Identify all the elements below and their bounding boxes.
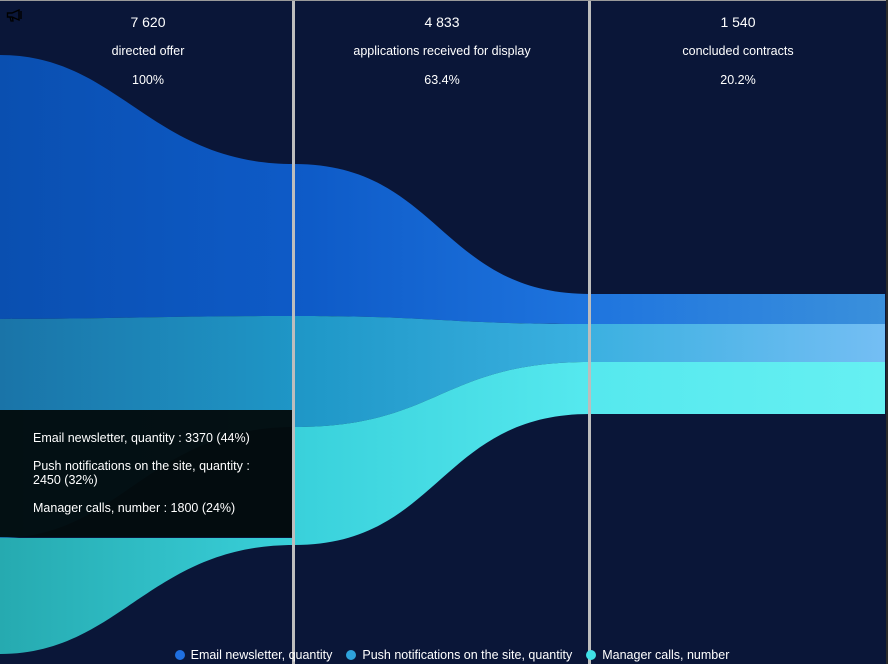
stage-label: concluded contracts — [682, 44, 794, 58]
stage-percent: 20.2% — [720, 73, 756, 87]
stage-divider-1 — [292, 1, 295, 664]
tooltip-row-manager: Manager calls, number : 1800 (24%) — [33, 501, 236, 515]
stage-label: applications received for display — [353, 44, 531, 58]
band-push[interactable] — [0, 316, 885, 538]
legend-label: Push notifications on the site, quantity — [362, 648, 573, 662]
stage-divider-2 — [588, 1, 591, 664]
stage-label: directed offer — [111, 44, 185, 58]
legend-dot-icon — [346, 650, 357, 660]
band-manager[interactable] — [0, 362, 885, 654]
tooltip-row-email: Email newsletter, quantity : 3370 (44%) — [33, 431, 250, 445]
legend-item-manager[interactable]: Manager calls, number — [586, 647, 729, 663]
megaphone-icon[interactable] — [6, 9, 24, 23]
stage-percent: 63.4% — [424, 73, 460, 87]
legend-dot-icon — [174, 650, 185, 660]
legend-label: Manager calls, number — [602, 648, 730, 662]
legend-item-push[interactable]: Push notifications on the site, quantity — [346, 647, 572, 663]
stage-value: 7 620 — [130, 14, 166, 30]
band-email[interactable] — [0, 55, 885, 324]
legend-label: Email newsletter, quantity — [190, 648, 333, 662]
stage-value: 4 833 — [424, 14, 460, 30]
legend-item-email[interactable]: Email newsletter, quantity — [174, 647, 333, 663]
legend-dot-icon — [586, 650, 597, 660]
tooltip-row-push: Push notifications on the site, quantity… — [33, 459, 250, 487]
stage-value: 1 540 — [720, 14, 756, 30]
chart-tooltip: Email newsletter, quantity : 3370 (44%) … — [0, 410, 292, 537]
chart-legend: Email newsletter, quantity Push notifica… — [0, 647, 886, 663]
stage-percent: 100% — [132, 73, 164, 87]
